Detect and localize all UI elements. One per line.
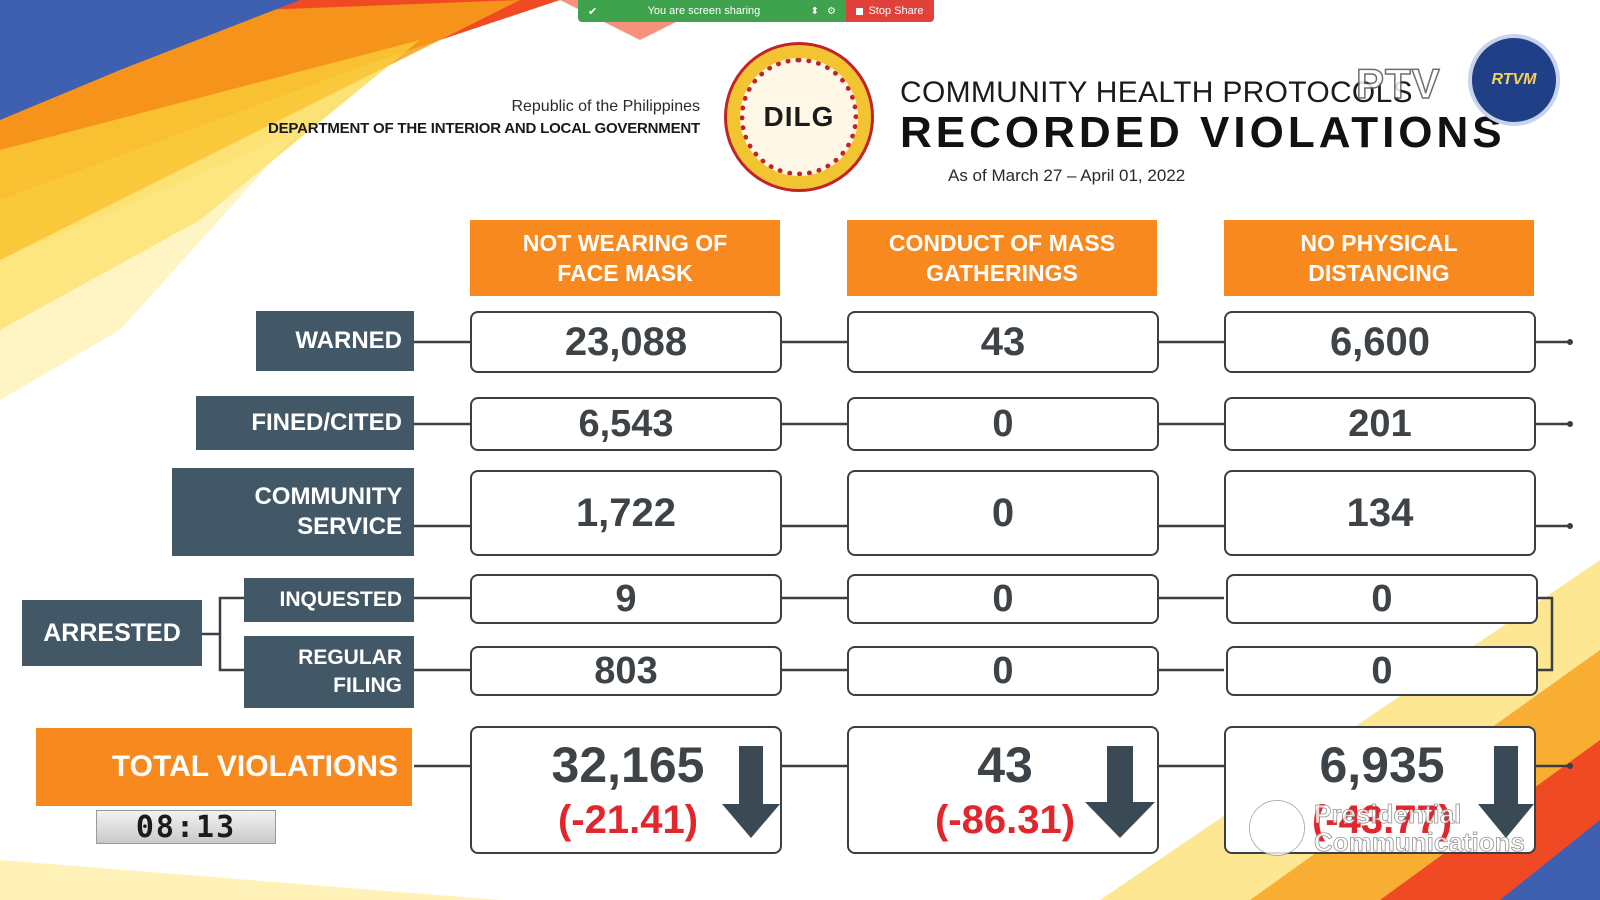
value-inquested-physical-distancing: 0 — [1226, 574, 1538, 624]
dilg-seal: DILG — [740, 58, 858, 176]
seal-icon — [1250, 801, 1304, 855]
ptv-logo: PTV — [1355, 59, 1441, 108]
screen-share-bar: ✔ You are screen sharing ⬍ ⚙ Stop Share — [578, 0, 934, 22]
down-arrow-icon — [1478, 746, 1534, 838]
value-inquested-face-mask: 9 — [470, 574, 782, 624]
date-range: As of March 27 – April 01, 2022 — [948, 166, 1186, 185]
dilg-logo: DILG — [724, 42, 874, 192]
settings-icon[interactable]: ⚙ — [827, 5, 836, 17]
value-regular-physical-distancing: 0 — [1226, 646, 1538, 696]
stop-share-label: Stop Share — [868, 5, 924, 17]
value-community-face-mask: 1,722 — [470, 470, 782, 556]
value-fined-face-mask: 6,543 — [470, 397, 782, 451]
pin-icon[interactable]: ⬍ — [810, 5, 820, 17]
page-subtitle: COMMUNITY HEALTH PROTOCOLS — [900, 76, 1413, 109]
page-title: RECORDED VIOLATIONS — [900, 108, 1506, 157]
value-warned-physical-distancing: 6,600 — [1224, 311, 1536, 373]
total-change-physical-distancing: (-43.77) — [1311, 798, 1453, 842]
row-label-community-service: COMMUNITY SERVICE — [172, 468, 414, 556]
value-community-mass-gatherings: 0 — [847, 470, 1159, 556]
value-regular-mass-gatherings: 0 — [847, 646, 1159, 696]
republic-text: Republic of the Philippines — [511, 98, 700, 115]
column-header-mass-gatherings: CONDUCT OF MASS GATHERINGS — [847, 220, 1157, 296]
value-warned-mass-gatherings: 43 — [847, 311, 1159, 373]
column-header-face-mask: NOT WEARING OF FACE MASK — [470, 220, 780, 296]
column-header-physical-distancing: NO PHYSICAL DISTANCING — [1224, 220, 1534, 296]
rtvm-logo: RTVM — [1468, 34, 1560, 126]
down-arrow-icon — [1085, 746, 1155, 838]
total-value-physical-distancing: 6,935 — [1319, 737, 1445, 793]
watermark-text: Presidential Communications — [1314, 799, 1526, 857]
presidential-communications-watermark: Presidential Communications — [1250, 800, 1564, 856]
total-change-mass-gatherings: (-86.31) — [934, 798, 1076, 842]
rtvm-logo-text: RTVM — [1491, 71, 1537, 88]
total-value-face-mask: 32,165 — [551, 737, 705, 793]
share-shield-icon: ✔ — [588, 5, 598, 18]
value-community-physical-distancing: 134 — [1224, 470, 1536, 556]
total-value-mass-gatherings: 43 — [977, 737, 1033, 793]
row-label-arrested: ARRESTED — [22, 600, 202, 666]
total-change-face-mask: (-21.41) — [557, 798, 699, 842]
value-inquested-mass-gatherings: 0 — [847, 574, 1159, 624]
row-label-regular-filing: REGULAR FILING — [244, 636, 414, 708]
down-arrow-icon — [722, 746, 780, 838]
dilg-logo-text: DILG — [763, 101, 835, 132]
share-status: ✔ You are screen sharing ⬍ ⚙ — [578, 0, 846, 22]
stop-share-button[interactable]: Stop Share — [846, 0, 934, 22]
stop-icon — [856, 7, 864, 15]
share-status-text: You are screen sharing — [647, 5, 761, 17]
value-fined-mass-gatherings: 0 — [847, 397, 1159, 451]
department-text: DEPARTMENT OF THE INTERIOR AND LOCAL GOV… — [268, 120, 700, 137]
row-label-inquested: INQUESTED — [244, 578, 414, 622]
total-box-face-mask: 32,165 (-21.41) — [470, 726, 782, 854]
value-regular-face-mask: 803 — [470, 646, 782, 696]
timer: 08:13 — [96, 810, 276, 845]
value-fined-physical-distancing: 201 — [1224, 397, 1536, 451]
row-label-fined: FINED/CITED — [196, 396, 414, 450]
total-box-mass-gatherings: 43 (-86.31) — [847, 726, 1159, 854]
total-violations-label: TOTAL VIOLATIONS — [36, 728, 412, 806]
row-label-warned: WARNED — [256, 311, 414, 371]
share-icons: ⬍ ⚙ — [811, 6, 836, 17]
value-warned-face-mask: 23,088 — [470, 311, 782, 373]
